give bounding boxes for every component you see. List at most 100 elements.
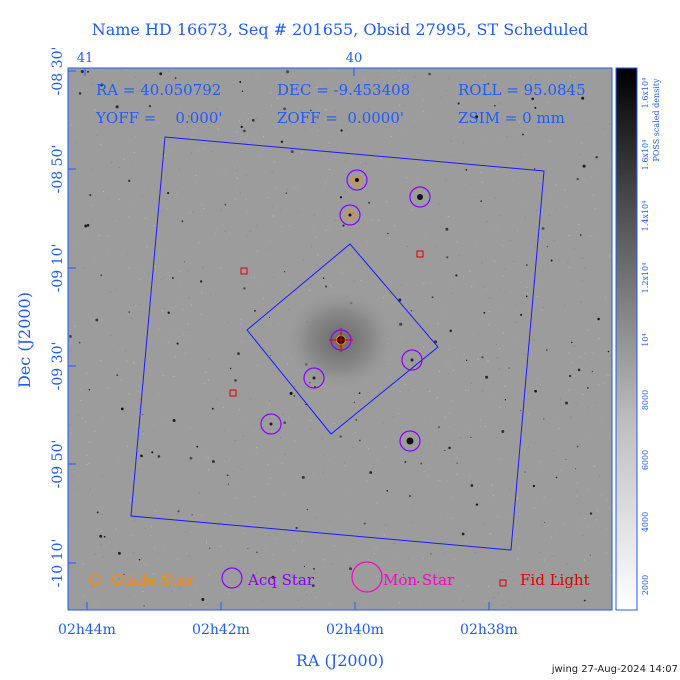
sky-speckle bbox=[472, 82, 474, 84]
sky-speckle bbox=[153, 573, 155, 575]
faint-star bbox=[534, 106, 537, 109]
sky-speckle bbox=[388, 75, 390, 77]
faint-star bbox=[143, 605, 145, 607]
sky-speckle bbox=[496, 437, 498, 439]
sky-speckle bbox=[492, 229, 494, 231]
sky-speckle bbox=[427, 326, 429, 327]
legend-guide-label: Guide Star bbox=[111, 571, 194, 589]
sky-speckle bbox=[124, 402, 126, 404]
sky-speckle bbox=[420, 571, 422, 573]
faint-star bbox=[457, 102, 460, 105]
sky-speckle bbox=[585, 432, 587, 434]
sky-speckle bbox=[389, 238, 390, 239]
sky-speckle bbox=[447, 407, 449, 409]
y-tick-label: -09 50' bbox=[50, 440, 66, 489]
sky-speckle bbox=[318, 106, 320, 108]
sky-speckle bbox=[484, 425, 486, 427]
sky-speckle bbox=[422, 99, 424, 101]
sky-speckle bbox=[271, 171, 273, 173]
sky-speckle bbox=[477, 399, 479, 401]
sky-speckle bbox=[280, 121, 282, 123]
sky-speckle bbox=[591, 175, 593, 177]
sky-speckle bbox=[384, 211, 386, 213]
faint-star bbox=[565, 401, 568, 405]
sky-speckle bbox=[517, 558, 519, 560]
sky-speckle bbox=[274, 576, 276, 578]
sky-speckle bbox=[536, 378, 538, 379]
sky-speckle bbox=[284, 329, 286, 331]
sky-speckle bbox=[187, 323, 189, 325]
sky-speckle bbox=[226, 589, 228, 591]
faint-star bbox=[339, 196, 343, 199]
sky-speckle bbox=[133, 304, 135, 306]
sky-speckle bbox=[228, 593, 230, 595]
faint-star bbox=[142, 414, 144, 416]
sky-speckle bbox=[553, 239, 555, 241]
sky-speckle bbox=[373, 585, 375, 587]
star bbox=[312, 376, 316, 380]
sky-speckle bbox=[191, 137, 193, 139]
sky-speckle bbox=[237, 160, 238, 162]
sky-speckle bbox=[89, 489, 91, 490]
sky-speckle bbox=[274, 189, 276, 191]
sky-speckle bbox=[548, 269, 550, 271]
sky-speckle bbox=[414, 507, 416, 509]
sky-speckle bbox=[406, 431, 408, 433]
faint-star bbox=[174, 77, 177, 79]
sky-speckle bbox=[284, 356, 286, 358]
sky-speckle bbox=[288, 417, 290, 419]
sky-speckle bbox=[261, 549, 263, 551]
sky-speckle bbox=[159, 154, 161, 155]
sky-speckle bbox=[599, 353, 601, 355]
sky-speckle bbox=[446, 495, 448, 497]
sky-speckle bbox=[150, 526, 152, 528]
sky-speckle bbox=[421, 260, 423, 262]
sky-speckle bbox=[138, 267, 140, 269]
faint-star bbox=[251, 118, 255, 122]
faint-star bbox=[543, 418, 545, 420]
faint-star bbox=[283, 271, 286, 273]
faint-star bbox=[519, 410, 521, 412]
sky-speckle bbox=[321, 438, 323, 440]
sky-speckle bbox=[244, 127, 246, 129]
sky-speckle bbox=[505, 406, 507, 408]
sky-speckle bbox=[112, 349, 114, 351]
y-tick-label: -09 30' bbox=[50, 342, 66, 391]
faint-star bbox=[84, 224, 88, 228]
sky-speckle bbox=[466, 585, 468, 587]
sky-speckle bbox=[266, 199, 268, 201]
sky-speckle bbox=[392, 76, 394, 78]
sky-speckle bbox=[72, 475, 74, 477]
sky-speckle bbox=[540, 461, 542, 463]
sky-speckle bbox=[376, 459, 378, 461]
sky-speckle bbox=[416, 179, 418, 181]
sky-speckle bbox=[584, 257, 586, 259]
sky-speckle bbox=[441, 192, 443, 194]
sky-speckle bbox=[483, 286, 485, 288]
sky-speckle bbox=[483, 136, 485, 138]
sky-speckle bbox=[187, 534, 189, 535]
sky-speckle bbox=[139, 311, 141, 313]
sky-speckle bbox=[590, 123, 592, 125]
sky-speckle bbox=[164, 308, 165, 310]
sky-speckle bbox=[212, 117, 213, 119]
sky-speckle bbox=[317, 129, 319, 131]
sky-speckle bbox=[587, 559, 589, 561]
sky-speckle bbox=[541, 309, 542, 311]
sky-speckle bbox=[146, 131, 148, 132]
sky-speckle bbox=[496, 344, 498, 346]
sky-speckle bbox=[145, 564, 147, 566]
sky-speckle bbox=[216, 228, 218, 230]
sky-speckle bbox=[272, 215, 274, 217]
faint-star bbox=[494, 104, 496, 107]
sky-speckle bbox=[146, 246, 148, 248]
sky-speckle bbox=[421, 316, 423, 318]
sky-speckle bbox=[492, 484, 493, 486]
sky-speckle bbox=[132, 355, 134, 357]
sky-speckle bbox=[420, 333, 422, 335]
sky-speckle bbox=[128, 393, 130, 395]
sky-speckle bbox=[587, 526, 588, 528]
faint-star bbox=[89, 194, 92, 197]
sky-speckle bbox=[258, 528, 260, 530]
sky-speckle bbox=[208, 574, 210, 576]
